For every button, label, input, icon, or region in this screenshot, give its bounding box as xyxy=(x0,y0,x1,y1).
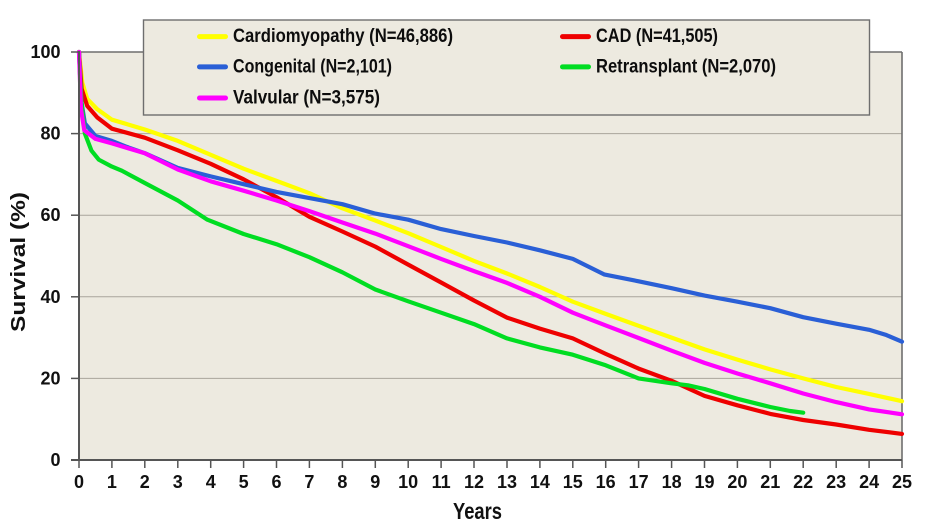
svg-text:80: 80 xyxy=(40,124,60,144)
svg-text:19: 19 xyxy=(694,472,714,492)
svg-text:4: 4 xyxy=(206,472,216,492)
svg-text:3: 3 xyxy=(173,472,183,492)
svg-text:20: 20 xyxy=(727,472,747,492)
svg-text:60: 60 xyxy=(40,205,60,225)
svg-text:22: 22 xyxy=(793,472,813,492)
svg-text:11: 11 xyxy=(432,472,451,492)
svg-text:17: 17 xyxy=(629,472,649,492)
svg-text:Valvular (N=3,575): Valvular (N=3,575) xyxy=(233,88,380,109)
svg-text:21: 21 xyxy=(760,472,780,492)
svg-text:CAD (N=41,505): CAD (N=41,505) xyxy=(596,26,718,47)
svg-text:0: 0 xyxy=(74,472,84,492)
svg-text:13: 13 xyxy=(497,472,517,492)
svg-text:6: 6 xyxy=(271,472,281,492)
svg-text:24: 24 xyxy=(859,472,879,492)
svg-text:15: 15 xyxy=(563,472,583,492)
svg-text:2: 2 xyxy=(140,472,150,492)
svg-text:8: 8 xyxy=(337,472,347,492)
svg-text:12: 12 xyxy=(464,472,484,492)
svg-text:0: 0 xyxy=(50,450,60,470)
svg-text:Congenital (N=2,101): Congenital (N=2,101) xyxy=(233,56,392,77)
svg-text:10: 10 xyxy=(398,472,418,492)
svg-text:18: 18 xyxy=(662,472,682,492)
svg-text:Cardiomyopathy (N=46,886): Cardiomyopathy (N=46,886) xyxy=(233,26,453,47)
svg-text:1: 1 xyxy=(107,472,117,492)
svg-text:Retransplant (N=2,070): Retransplant (N=2,070) xyxy=(596,56,776,77)
svg-text:100: 100 xyxy=(30,42,60,62)
svg-text:25: 25 xyxy=(892,472,912,492)
svg-text:14: 14 xyxy=(530,472,550,492)
svg-text:16: 16 xyxy=(596,472,616,492)
svg-text:40: 40 xyxy=(40,287,60,307)
svg-text:7: 7 xyxy=(304,472,314,492)
svg-text:9: 9 xyxy=(370,472,380,492)
svg-text:Years: Years xyxy=(453,498,502,524)
svg-text:23: 23 xyxy=(826,472,846,492)
svg-text:5: 5 xyxy=(239,472,249,492)
svg-text:Survival (%): Survival (%) xyxy=(8,192,30,332)
svg-text:20: 20 xyxy=(40,368,60,388)
